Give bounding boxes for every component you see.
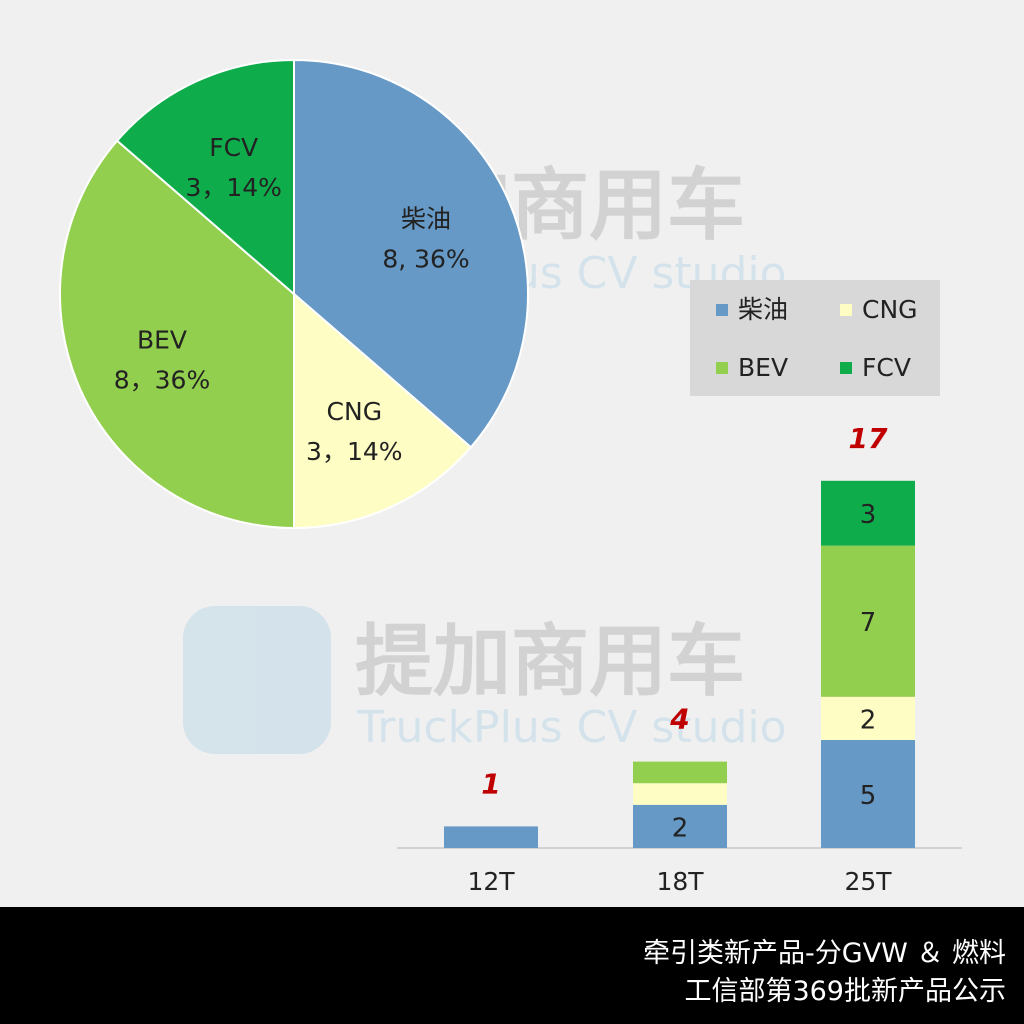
bar-segment-柴油 [444,826,538,848]
legend-swatch-fcv [840,362,852,374]
x-tick-label: 18T [656,867,704,896]
pie-label-name: 柴油 [401,205,451,234]
bar-segment-柴油 [821,740,915,848]
x-tick-label: 25T [844,867,892,896]
bar-segment-label: 2 [860,705,877,735]
legend-label-bev: BEV [738,353,788,382]
watermark-brand-en: TruckPlus CV studio [356,702,787,753]
legend-label-cng: CNG [862,295,918,324]
bar-segment-CNG [633,783,727,805]
bar-segment-label: 7 [860,608,877,638]
watermark-logo-icon [183,606,331,754]
footer-subtitle: 工信部第369批新产品公示 [684,976,1006,1007]
x-tick-label: 12T [467,867,515,896]
bar-total-label: 1 [481,767,500,800]
footer-title: 牵引类新产品-分GVW ＆ 燃料 [643,938,1006,969]
pie-label-value: 8，36% [114,365,210,394]
bar-segment-label: 5 [860,781,877,811]
bar-total-label: 4 [669,703,689,736]
pie-slice-柴油 [293,58,530,449]
legend-swatch-cng [840,304,852,316]
pie-label-name: BEV [137,325,187,354]
pie-slice-BEV [58,139,295,530]
footer-caption: 牵引类新产品-分GVW ＆ 燃料 工信部第369批新产品公示 [0,907,1024,1024]
stacked-bar-chart: 1 12T 2 4 18T 5 2 7 3 17 25T [397,422,962,896]
bar-total-label: 17 [849,422,888,455]
bar-segment-CNG [821,696,915,740]
bar-segment-FCV [821,480,915,546]
pie-slice-FCV [115,58,295,297]
legend-swatch-bev [716,362,728,374]
pie-label-value: 3，14% [306,437,402,466]
legend: 柴油 CNG BEV FCV [690,280,940,396]
bar-segment-label: 2 [672,813,689,843]
legend-swatch-diesel [716,304,728,316]
pie-label-value: 8, 36% [382,245,469,274]
pie-label-name: CNG [327,397,383,426]
legend-label-fcv: FCV [862,353,911,382]
watermark-lower: 提加商用车 TruckPlus CV studio [183,606,787,754]
bar-segment-柴油 [633,804,727,848]
pie-label-value: 3，14% [185,173,281,202]
bar-segment-label: 3 [860,500,877,530]
legend-box [690,280,940,396]
bar-segment-BEV [821,545,915,697]
chart-canvas: 提加商用车 TruckPlus CV studio 提加商用车 TruckPlu… [58,58,962,896]
bar-segment-BEV [633,761,727,784]
watermark-brand-cn: 提加商用车 [355,617,745,707]
pie-chart: 柴油 8, 36% CNG 3，14% BEV 8，36% FCV 3，14% [58,58,530,530]
pie-slice-CNG [293,291,473,530]
pie-label-name: FCV [209,133,258,162]
legend-label-diesel: 柴油 [738,295,788,324]
